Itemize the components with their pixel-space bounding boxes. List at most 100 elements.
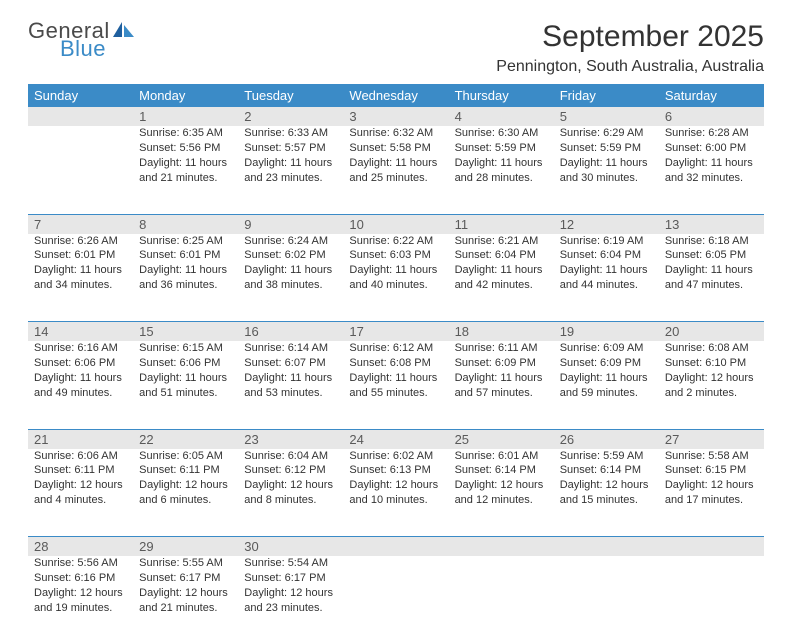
day-cell: Sunrise: 6:16 AMSunset: 6:06 PMDaylight:…: [28, 341, 133, 429]
day-number-cell: 11: [449, 214, 554, 234]
sunrise-line: Sunrise: 5:54 AM: [244, 556, 337, 571]
daylight-line: Daylight: 11 hours and 28 minutes.: [455, 156, 548, 186]
daynum-row: 282930: [28, 537, 764, 557]
daylight-line: Daylight: 11 hours and 38 minutes.: [244, 263, 337, 293]
sunrise-line: Sunrise: 6:25 AM: [139, 234, 232, 249]
sunset-line: Sunset: 6:06 PM: [139, 356, 232, 371]
title-block: September 2025 Pennington, South Austral…: [496, 20, 764, 76]
daylight-line: Daylight: 11 hours and 36 minutes.: [139, 263, 232, 293]
day-number-cell: [343, 537, 448, 557]
daylight-line: Daylight: 11 hours and 49 minutes.: [34, 371, 127, 401]
sunrise-line: Sunrise: 6:08 AM: [665, 341, 758, 356]
sunrise-line: Sunrise: 5:56 AM: [34, 556, 127, 571]
sunset-line: Sunset: 6:12 PM: [244, 463, 337, 478]
day-cell: Sunrise: 6:29 AMSunset: 5:59 PMDaylight:…: [554, 126, 659, 214]
sunrise-line: Sunrise: 5:58 AM: [665, 449, 758, 464]
day-number-cell: [28, 107, 133, 126]
day-number-cell: 29: [133, 537, 238, 557]
day-number-cell: 6: [659, 107, 764, 126]
sunset-line: Sunset: 6:05 PM: [665, 248, 758, 263]
day-number-cell: 14: [28, 322, 133, 342]
sunrise-line: Sunrise: 6:33 AM: [244, 126, 337, 141]
day-cell: Sunrise: 6:06 AMSunset: 6:11 PMDaylight:…: [28, 449, 133, 537]
day-header: Monday: [133, 84, 238, 107]
daynum-row: 78910111213: [28, 214, 764, 234]
sunset-line: Sunset: 6:03 PM: [349, 248, 442, 263]
day-cell: Sunrise: 6:19 AMSunset: 6:04 PMDaylight:…: [554, 234, 659, 322]
day-cell: Sunrise: 6:30 AMSunset: 5:59 PMDaylight:…: [449, 126, 554, 214]
calendar-page: General Blue September 2025 Pennington, …: [0, 0, 792, 612]
sunset-line: Sunset: 6:01 PM: [34, 248, 127, 263]
day-number-cell: 15: [133, 322, 238, 342]
daylight-line: Daylight: 11 hours and 23 minutes.: [244, 156, 337, 186]
sunset-line: Sunset: 6:14 PM: [455, 463, 548, 478]
sunrise-line: Sunrise: 6:14 AM: [244, 341, 337, 356]
sunrise-line: Sunrise: 6:24 AM: [244, 234, 337, 249]
sunset-line: Sunset: 5:58 PM: [349, 141, 442, 156]
day-cell: Sunrise: 6:11 AMSunset: 6:09 PMDaylight:…: [449, 341, 554, 429]
day-cell: Sunrise: 6:26 AMSunset: 6:01 PMDaylight:…: [28, 234, 133, 322]
day-number-cell: 4: [449, 107, 554, 126]
day-number-cell: 20: [659, 322, 764, 342]
day-number-cell: 12: [554, 214, 659, 234]
day-cell: Sunrise: 5:59 AMSunset: 6:14 PMDaylight:…: [554, 449, 659, 537]
day-number-cell: 23: [238, 429, 343, 449]
day-cell: Sunrise: 6:21 AMSunset: 6:04 PMDaylight:…: [449, 234, 554, 322]
sunrise-line: Sunrise: 6:02 AM: [349, 449, 442, 464]
daylight-line: Daylight: 11 hours and 59 minutes.: [560, 371, 653, 401]
content-row: Sunrise: 5:56 AMSunset: 6:16 PMDaylight:…: [28, 556, 764, 644]
daynum-row: 123456: [28, 107, 764, 126]
sunset-line: Sunset: 6:09 PM: [560, 356, 653, 371]
location-subtitle: Pennington, South Australia, Australia: [496, 58, 764, 76]
day-number-cell: 2: [238, 107, 343, 126]
daylight-line: Daylight: 11 hours and 44 minutes.: [560, 263, 653, 293]
day-cell: Sunrise: 6:28 AMSunset: 6:00 PMDaylight:…: [659, 126, 764, 214]
sunset-line: Sunset: 6:00 PM: [665, 141, 758, 156]
day-number-cell: 26: [554, 429, 659, 449]
day-number-cell: 22: [133, 429, 238, 449]
daylight-line: Daylight: 11 hours and 47 minutes.: [665, 263, 758, 293]
day-header: Friday: [554, 84, 659, 107]
day-number-cell: 9: [238, 214, 343, 234]
sunset-line: Sunset: 6:02 PM: [244, 248, 337, 263]
day-cell: Sunrise: 5:54 AMSunset: 6:17 PMDaylight:…: [238, 556, 343, 644]
sunset-line: Sunset: 6:13 PM: [349, 463, 442, 478]
daylight-line: Daylight: 11 hours and 25 minutes.: [349, 156, 442, 186]
sunset-line: Sunset: 6:09 PM: [455, 356, 548, 371]
sunset-line: Sunset: 6:17 PM: [244, 571, 337, 586]
daylight-line: Daylight: 12 hours and 15 minutes.: [560, 478, 653, 508]
day-header-row: Sunday Monday Tuesday Wednesday Thursday…: [28, 84, 764, 107]
day-cell: [659, 556, 764, 644]
day-number-cell: 13: [659, 214, 764, 234]
day-cell: [343, 556, 448, 644]
sunrise-line: Sunrise: 6:26 AM: [34, 234, 127, 249]
sunrise-line: Sunrise: 6:12 AM: [349, 341, 442, 356]
day-cell: [554, 556, 659, 644]
day-header: Tuesday: [238, 84, 343, 107]
day-cell: Sunrise: 6:24 AMSunset: 6:02 PMDaylight:…: [238, 234, 343, 322]
sunset-line: Sunset: 5:59 PM: [560, 141, 653, 156]
daylight-line: Daylight: 11 hours and 30 minutes.: [560, 156, 653, 186]
day-number-cell: 17: [343, 322, 448, 342]
sunset-line: Sunset: 6:15 PM: [665, 463, 758, 478]
day-number-cell: [659, 537, 764, 557]
sunrise-line: Sunrise: 6:32 AM: [349, 126, 442, 141]
day-cell: Sunrise: 6:12 AMSunset: 6:08 PMDaylight:…: [343, 341, 448, 429]
sunset-line: Sunset: 6:01 PM: [139, 248, 232, 263]
day-number-cell: 19: [554, 322, 659, 342]
sunrise-line: Sunrise: 6:01 AM: [455, 449, 548, 464]
day-cell: Sunrise: 6:25 AMSunset: 6:01 PMDaylight:…: [133, 234, 238, 322]
sunrise-line: Sunrise: 5:59 AM: [560, 449, 653, 464]
sunrise-line: Sunrise: 6:06 AM: [34, 449, 127, 464]
sunset-line: Sunset: 6:14 PM: [560, 463, 653, 478]
day-cell: Sunrise: 5:58 AMSunset: 6:15 PMDaylight:…: [659, 449, 764, 537]
daylight-line: Daylight: 11 hours and 21 minutes.: [139, 156, 232, 186]
day-number-cell: 16: [238, 322, 343, 342]
day-cell: Sunrise: 6:22 AMSunset: 6:03 PMDaylight:…: [343, 234, 448, 322]
daylight-line: Daylight: 12 hours and 17 minutes.: [665, 478, 758, 508]
day-cell: Sunrise: 6:08 AMSunset: 6:10 PMDaylight:…: [659, 341, 764, 429]
day-header: Saturday: [659, 84, 764, 107]
daynum-row: 14151617181920: [28, 322, 764, 342]
day-cell: Sunrise: 6:01 AMSunset: 6:14 PMDaylight:…: [449, 449, 554, 537]
day-number-cell: 21: [28, 429, 133, 449]
